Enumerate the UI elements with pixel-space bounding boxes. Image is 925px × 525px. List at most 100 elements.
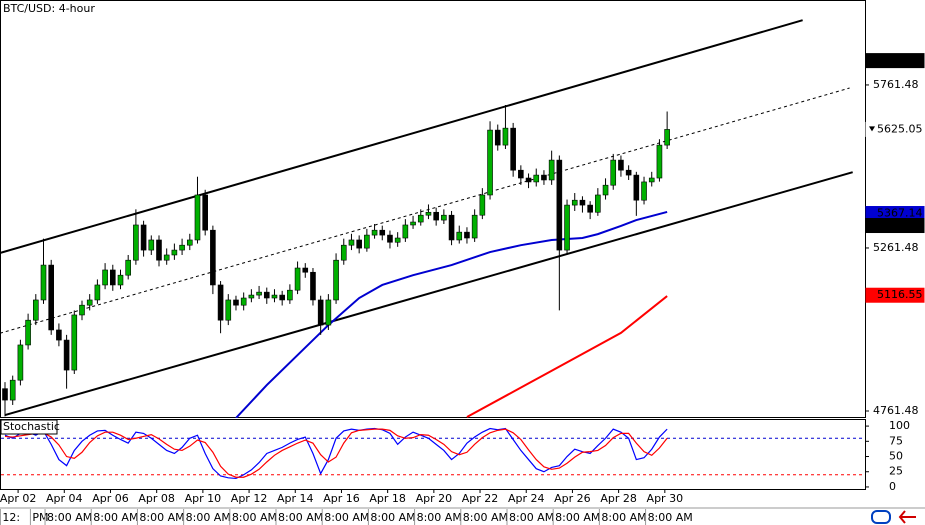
x-tick-label: Apr 20	[416, 492, 453, 505]
candle-body	[471, 214, 478, 239]
candle-body	[656, 144, 663, 179]
stoch-y-tick-label: 100	[889, 419, 910, 432]
price-tag-label: 5116.55	[877, 288, 923, 301]
candle-body	[86, 299, 93, 306]
candle-body	[233, 299, 239, 306]
moving-average	[466, 295, 668, 418]
candle-body	[456, 231, 463, 241]
candle-body	[156, 239, 162, 261]
candle-body	[33, 299, 39, 321]
candle-body	[410, 221, 416, 226]
candle-body	[194, 194, 201, 241]
x2-tick-label: 8:00 AM	[417, 511, 462, 524]
candle-body	[94, 284, 101, 301]
candle-body	[2, 388, 8, 401]
plot: 5761.48 5261.48 4761.48 5836.12 5625.05 5367.…	[0, 19, 925, 525]
candle-body	[648, 177, 655, 183]
nav-icons[interactable]	[871, 510, 916, 524]
candle-body	[102, 269, 108, 286]
candle-body	[125, 259, 131, 276]
price-tag-label: 5367.14	[877, 207, 923, 220]
stoch-y-tick-label: 25	[889, 465, 903, 478]
candle-body	[448, 214, 455, 241]
x-tick-label: Apr 14	[277, 492, 314, 505]
candle-body	[610, 159, 617, 186]
candle-body	[294, 267, 301, 291]
candle-body	[256, 291, 262, 296]
candle-body	[556, 159, 563, 251]
x2-tick-label: 8:00 AM	[601, 511, 646, 524]
price-tag-box	[865, 121, 925, 137]
price-layer	[1, 19, 853, 418]
x-tick-label: Apr 24	[508, 492, 545, 505]
candle-body	[510, 127, 516, 171]
candle-body	[186, 239, 193, 246]
candle-body	[571, 199, 578, 206]
candle-body	[210, 229, 216, 286]
candle-body	[502, 127, 509, 146]
candle-body	[356, 239, 362, 249]
x2-tick-label: 8:00 AM	[463, 511, 508, 524]
x-tick-label: Apr 22	[462, 492, 499, 505]
candle-body	[163, 254, 170, 261]
price-tag-label: 5836.12	[877, 54, 923, 67]
candle-body	[548, 159, 555, 181]
candle-body	[310, 271, 316, 301]
candle-body	[148, 239, 155, 251]
candle-body	[541, 174, 547, 181]
stoch-line	[4, 427, 668, 480]
x2-tick-label: 8:00 AM	[232, 511, 277, 524]
candle-body	[40, 264, 47, 301]
candle-body	[602, 184, 609, 196]
candle-body	[441, 214, 447, 221]
x2-tick-label: 8:00 AM	[47, 511, 92, 524]
candle-body	[387, 234, 393, 243]
candle-body	[179, 244, 185, 251]
candle-body	[17, 344, 24, 381]
candle-body	[333, 259, 339, 301]
candle-body	[202, 194, 208, 231]
price-tag-box	[865, 287, 925, 303]
link-icon[interactable]	[871, 510, 891, 524]
candle-body	[425, 211, 432, 216]
chart-title: BTC/USD: 4-hour	[3, 2, 95, 15]
x-tick-label: Apr 30	[647, 492, 684, 505]
x2-tick-label: 8:00 AM	[555, 511, 600, 524]
candle-body	[109, 269, 116, 286]
candle-body	[479, 194, 486, 216]
candle-body	[9, 379, 16, 401]
candle-body	[587, 204, 593, 213]
x2-tick-label: 8:00 AM	[324, 511, 369, 524]
candle-body	[279, 294, 285, 301]
price-tag-label: 5330.32	[877, 219, 923, 232]
candle-body	[494, 129, 501, 146]
x-tick-label: Apr 16	[323, 492, 360, 505]
stoch-title-box	[0, 419, 58, 435]
stoch-y-tick-label: 0	[889, 480, 896, 493]
moving-average	[235, 210, 668, 418]
candle-body	[579, 199, 586, 206]
candle-body	[564, 204, 570, 251]
candle-body	[263, 291, 270, 299]
candle-body	[325, 299, 332, 326]
candle-body	[417, 214, 424, 223]
x2-tick-label: PM	[32, 511, 48, 524]
x2-tick-label: 8:00 AM	[278, 511, 323, 524]
candle-body	[402, 224, 409, 239]
candle-body	[525, 177, 532, 183]
candle-body	[664, 129, 670, 146]
candle-body	[641, 181, 647, 201]
x-tick-label: Apr 28	[600, 492, 637, 505]
x-tick-label: Apr 02	[0, 492, 36, 505]
back-icon[interactable]	[898, 510, 916, 524]
candle-body	[217, 284, 224, 321]
candle-body	[240, 297, 247, 306]
x-tick-label: Apr 10	[185, 492, 222, 505]
candle-body	[287, 289, 293, 301]
x2-tick-label: 8:00 AM	[93, 511, 138, 524]
candle-body	[595, 194, 601, 213]
candle-body	[518, 169, 524, 179]
candle-body	[394, 237, 401, 243]
price-tag-box	[865, 53, 925, 69]
candle-body	[379, 229, 386, 236]
